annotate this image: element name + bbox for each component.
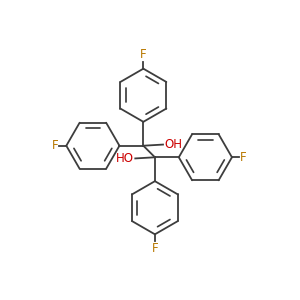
Text: F: F [52, 139, 59, 152]
Text: F: F [240, 151, 246, 164]
Text: F: F [152, 242, 158, 255]
Text: HO: HO [116, 152, 134, 165]
Text: F: F [140, 48, 147, 61]
Text: OH: OH [164, 138, 182, 151]
